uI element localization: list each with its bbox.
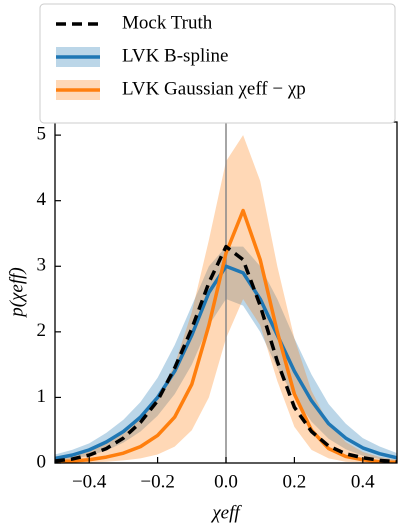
legend-label: LVK B-spline: [122, 45, 228, 66]
y-tick-label: 5: [37, 123, 47, 144]
x-tick-label: −0.2: [140, 471, 174, 492]
y-tick-label: 0: [37, 451, 47, 472]
data-line: [55, 208, 397, 463]
y-tick-label: 1: [37, 386, 47, 407]
x-tick-label: 0.2: [283, 471, 307, 492]
x-tick-label: 0.4: [351, 471, 375, 492]
y-axis-label: p(χeff): [6, 267, 27, 319]
y-tick-label: 4: [37, 189, 47, 210]
legend-label: LVK Gaussian χeff − χp: [122, 78, 306, 99]
legend-box: [39, 3, 396, 124]
legend-label: Mock Truth: [122, 12, 213, 33]
x-tick-label: −0.4: [72, 471, 107, 492]
data-line: [55, 264, 397, 461]
data-line: [55, 244, 397, 463]
x-tick-label: 0.0: [214, 471, 238, 492]
confidence-band: [55, 246, 397, 462]
y-tick-label: 3: [37, 255, 47, 276]
x-axis-label: χeff: [210, 502, 242, 523]
y-tick-label: 2: [37, 320, 47, 341]
